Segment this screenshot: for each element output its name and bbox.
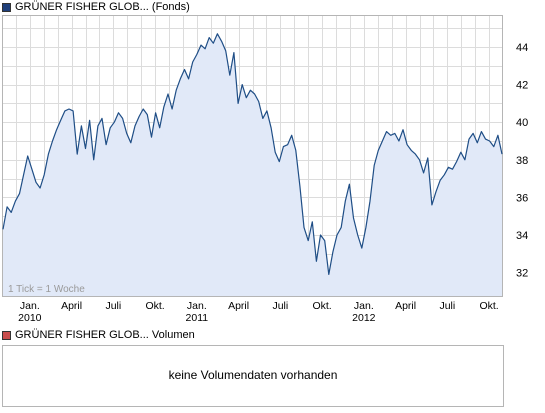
series-line (2, 33, 503, 275)
y-tick-label: 36 (516, 192, 528, 204)
y-tick-label: 38 (516, 155, 528, 167)
x-tick-label: April (395, 300, 416, 312)
y-tick-label: 32 (516, 268, 528, 280)
x-tick-label: Okt. (145, 300, 164, 312)
series-area (3, 33, 502, 297)
x-year-label: 2012 (352, 312, 376, 324)
x-year-label: 2010 (18, 312, 42, 324)
x-tick-label: Juli (272, 300, 288, 312)
x-tick-label: Juli (105, 300, 121, 312)
y-tick-label: 40 (516, 117, 528, 129)
volume-legend: GRÜNER FISHER GLOB... Volumen (2, 328, 195, 342)
x-tick-label: Okt. (479, 300, 498, 312)
volume-message: keine Volumendaten vorhanden (168, 368, 338, 382)
x-tick-label: Jan. (354, 300, 374, 312)
y-tick-label: 34 (516, 230, 528, 242)
volume-legend-suffix: Volumen (151, 329, 195, 341)
volume-legend-name: GRÜNER FISHER GLOB... (15, 329, 149, 341)
price-legend-suffix: (Fonds) (151, 1, 190, 13)
price-legend-name: GRÜNER FISHER GLOB... (15, 1, 149, 13)
x-tick-label: Jan. (187, 300, 207, 312)
tick-note: 1 Tick = 1 Woche (8, 284, 85, 295)
x-tick-label: Okt. (312, 300, 331, 312)
x-tick-label: Juli (439, 300, 455, 312)
price-legend-swatch (2, 2, 11, 12)
x-tick-label: April (228, 300, 249, 312)
volume-panel: keine Volumendaten vorhanden (2, 345, 504, 407)
volume-legend-swatch (2, 330, 11, 340)
price-legend: GRÜNER FISHER GLOB... (Fonds) (2, 0, 190, 14)
x-tick-label: Jan. (20, 300, 40, 312)
y-tick-label: 44 (516, 42, 528, 54)
x-year-label: 2011 (186, 312, 209, 324)
y-tick-label: 42 (516, 80, 528, 92)
x-tick-label: April (61, 300, 82, 312)
